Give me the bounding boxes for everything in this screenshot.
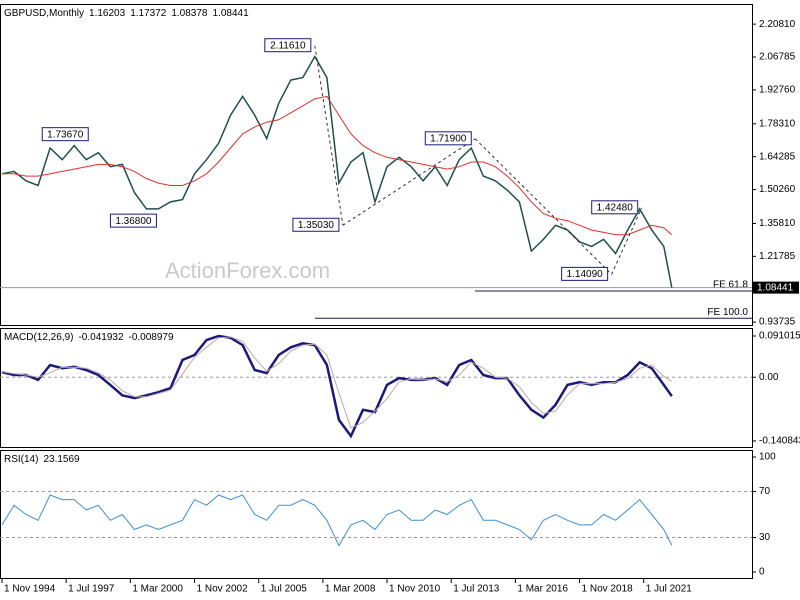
annotation-label: 1.73670 <box>47 129 84 140</box>
zigzag-line <box>611 207 643 275</box>
y-tick-label: 1.92760 <box>759 85 796 96</box>
annotation-label: 1.42480 <box>597 202 634 213</box>
x-tick-label: 1 Nov 1994 <box>4 584 56 595</box>
level-label: FE 100.0 <box>707 307 748 318</box>
panel-header: GBPUSD,Monthly 1.16203 1.17372 1.08378 1.084… <box>4 8 249 19</box>
y-tick-label: 2.20810 <box>759 19 796 30</box>
level-label: FE 61.8 <box>713 280 748 291</box>
header-value: 1.08441 <box>213 8 250 19</box>
x-tick-label: 1 Jul 2013 <box>453 584 500 595</box>
y-tick-label: 1.64285 <box>759 151 796 162</box>
panel-frame <box>0 328 753 448</box>
annotation-box <box>424 131 472 146</box>
zigzag-line <box>474 138 612 275</box>
panel-header: RSI(14) 23.1569 <box>4 454 80 465</box>
y-tick-label: 30 <box>759 532 771 543</box>
x-tick-label: 1 Mar 2008 <box>325 584 376 595</box>
header-value: 1.16203 <box>89 8 126 19</box>
x-tick-label: 1 Nov 2018 <box>582 584 634 595</box>
y-tick-label: -0.140843 <box>759 436 800 447</box>
annotation-label: 1.36800 <box>115 216 152 227</box>
x-tick-label: 1 Nov 2002 <box>197 584 249 595</box>
panel-title: GBPUSD,Monthly <box>4 8 84 19</box>
x-tick-label: 1 Nov 2010 <box>389 584 441 595</box>
y-tick-label: 1.35810 <box>759 218 796 229</box>
x-tick-label: 1 Mar 2016 <box>517 584 568 595</box>
x-tick-label: 1 Jul 1997 <box>68 584 115 595</box>
annotation-label: 2.11610 <box>270 40 306 51</box>
annotation-label: 1.14090 <box>567 269 604 280</box>
x-tick-label: 1 Jul 2021 <box>646 584 693 595</box>
y-tick-label: 0.00 <box>759 372 779 383</box>
annotation-box <box>591 200 639 215</box>
y-tick-label: 0 <box>759 567 765 578</box>
annotation-box <box>561 266 609 281</box>
panel-frame <box>0 4 753 326</box>
zigzag-line <box>342 138 476 226</box>
y-tick-label: 0.93735 <box>759 317 796 328</box>
x-tick-label: 1 Jul 2005 <box>261 584 308 595</box>
annotation-label: 1.71900 <box>430 133 467 144</box>
annotation-box <box>41 127 89 142</box>
panel-header: MACD(12,26,9) -0.041932 -0.008979 <box>4 332 174 343</box>
series-line <box>1 334 673 439</box>
price-tag <box>753 281 799 294</box>
panel-title: MACD(12,26,9) <box>4 332 73 343</box>
watermark: ActionForex.com <box>165 258 330 283</box>
header-value: 23.1569 <box>43 454 80 465</box>
annotation-box <box>109 213 157 228</box>
x-tick-label: 1 Mar 2000 <box>132 584 183 595</box>
price-tag-label: 1.08441 <box>757 282 794 293</box>
y-tick-label: 2.06785 <box>759 52 796 63</box>
panel-frame <box>0 450 753 579</box>
y-tick-label: 1.78310 <box>759 118 796 129</box>
annotation-box <box>264 38 312 53</box>
series-line <box>1 494 673 547</box>
header-value: 1.17372 <box>130 8 167 19</box>
annotation-label: 1.35030 <box>298 220 335 231</box>
panel-title: RSI(14) <box>4 454 38 465</box>
y-tick-label: 0.091015 <box>759 331 800 342</box>
header-value: 1.08378 <box>171 8 208 19</box>
series-line <box>2 95 673 236</box>
y-tick-label: 1.21785 <box>759 251 796 262</box>
y-tick-label: 70 <box>759 486 771 497</box>
annotation-box <box>292 217 340 232</box>
header-value: -0.008979 <box>129 332 174 343</box>
series-line <box>1 336 673 429</box>
zigzag-line <box>314 45 344 226</box>
series-line <box>1 54 673 288</box>
y-tick-label: 1.50260 <box>759 184 796 195</box>
header-value: -0.041932 <box>78 332 123 343</box>
y-tick-label: 100 <box>759 452 776 463</box>
